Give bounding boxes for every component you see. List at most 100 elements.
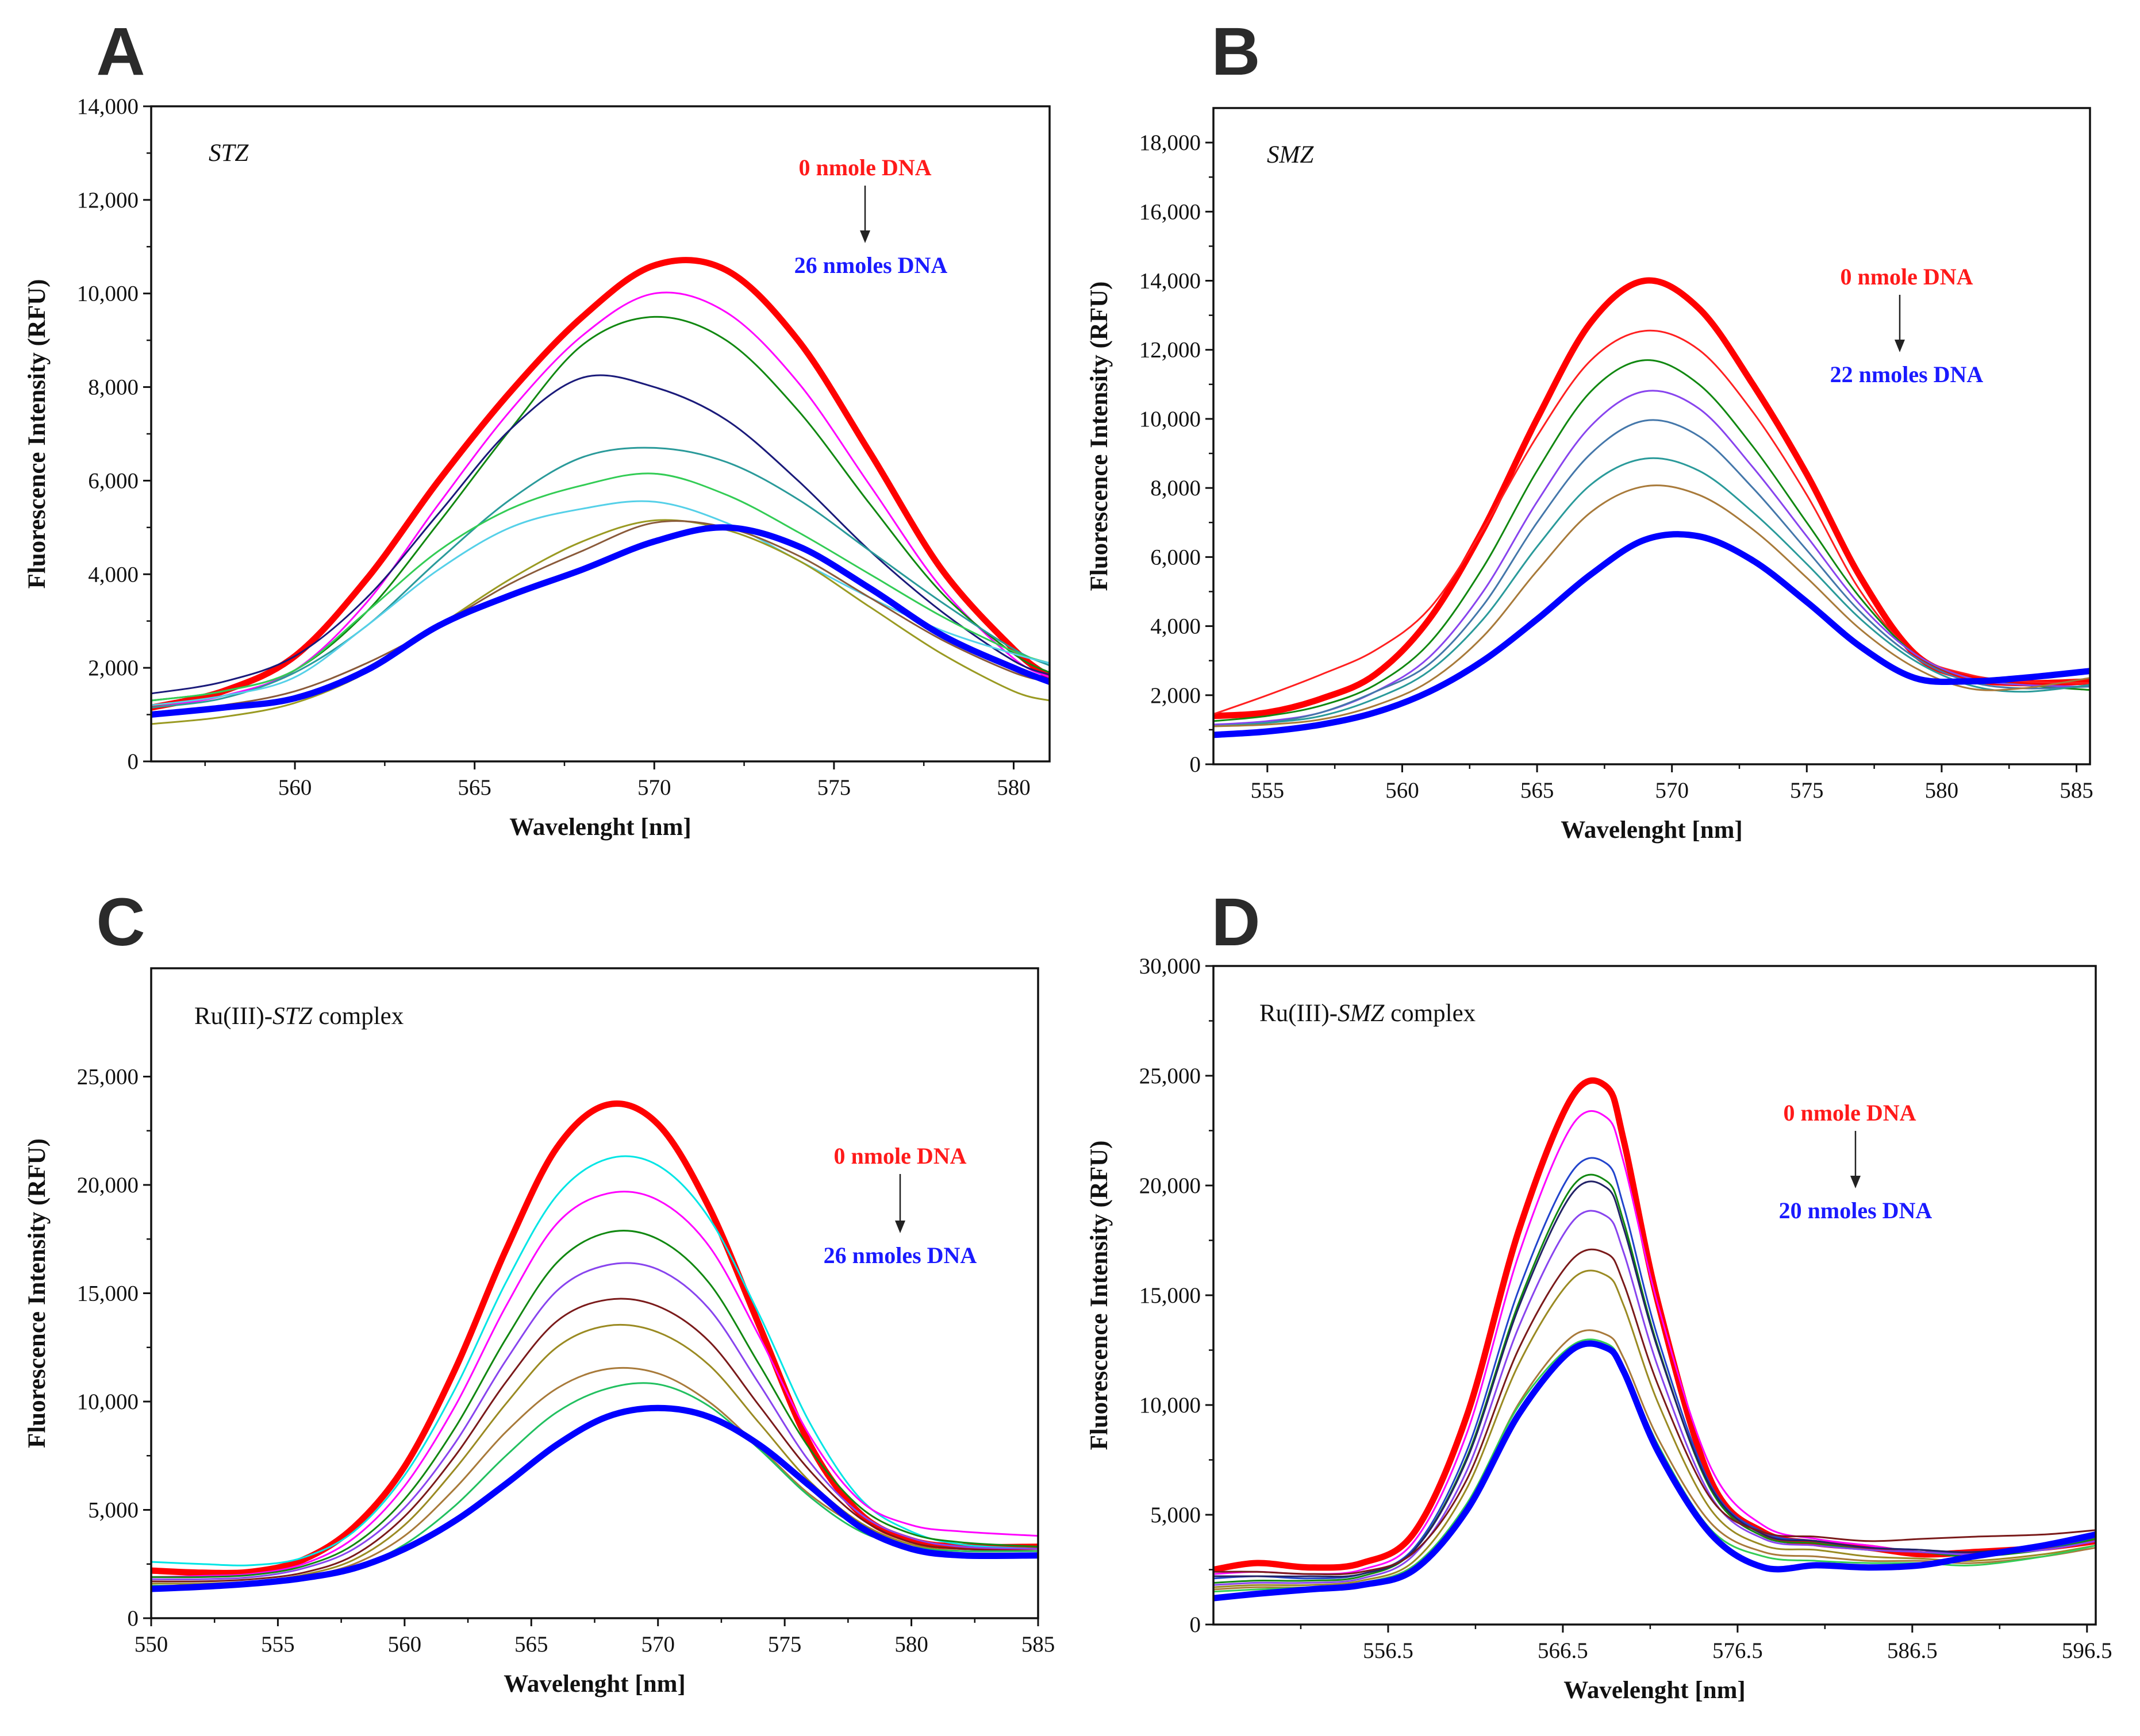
x-axis-title: Wavelenght [nm] [509,814,691,841]
y-tick-label: 5,000 [88,1498,139,1523]
x-tick-label: 586.5 [1887,1638,1938,1663]
plot-frame [150,105,1051,763]
series-line-curve-8 [151,519,1050,725]
legend-arrow-head [895,1221,905,1233]
y-tick-label: 10,000 [77,282,139,306]
series-line-curve-2 [151,291,1050,709]
series-line-curve-7 [151,1323,1038,1585]
series-line-curve-3 [1213,1157,2096,1580]
panel-letter: B [1211,14,1260,90]
series-line-curve-9 [151,1382,1038,1587]
sample-label: SMZ [1267,141,1314,168]
y-axis-title: Fluorescence Intensity (RFU) [24,279,51,589]
series-line-curve-4 [1213,390,2090,726]
y-tick-label: 15,000 [1139,1283,1201,1308]
legend-start-label: 0 nmole DNA [1783,1100,1916,1126]
y-axis-title: Fluorescence Intensity (RFU) [1086,282,1113,591]
series-group [1213,277,2090,738]
series-line-curve-9 [151,520,1050,713]
y-axis-title: Fluorescence Intensity (RFU) [1086,1141,1113,1450]
y-tick-label: 10,000 [1139,1393,1201,1418]
y-tick-label: 6,000 [88,468,139,493]
plot-frame [1212,965,2097,1626]
x-axis-title: Wavelenght [nm] [1563,1677,1746,1704]
y-tick-label: 0 [128,1606,139,1631]
x-tick-label: 566.5 [1538,1638,1588,1663]
series-line-curve-6 [151,1298,1038,1583]
x-tick-label: 585 [2060,778,2093,803]
y-tick-label: 12,000 [77,188,139,213]
panel-letter: D [1211,884,1260,960]
y-tick-label: 12,000 [1139,338,1201,363]
series-line-curve-6 [1213,1210,2096,1586]
x-tick-label: 580 [894,1632,928,1657]
series-line-curve-2 [1213,1110,2096,1575]
series-line-curve-1 [1213,1077,2096,1573]
series-line-curve-5 [1213,419,2090,727]
y-tick-label: 2,000 [1150,683,1201,708]
series-line-curve-6 [151,472,1050,702]
x-tick-label: 580 [997,775,1031,800]
x-tick-label: 556.5 [1363,1638,1413,1663]
series-group [1213,1077,2096,1602]
x-tick-label: 560 [388,1632,422,1657]
legend-arrow-head [1850,1176,1861,1188]
legend-start-label: 0 nmole DNA [798,155,931,180]
x-tick-label: 550 [135,1632,168,1657]
y-tick-label: 8,000 [88,375,139,400]
series-line-curve-8 [1213,1269,2096,1588]
sample-label: Ru(III)-SMZ complex [1259,1000,1476,1027]
legend-end-label: 26 nmoles DNA [824,1242,977,1268]
legend-end-label: 26 nmoles DNA [794,252,948,278]
x-tick-label: 560 [278,775,312,800]
x-tick-label: 575 [768,1632,802,1657]
x-tick-label: 575 [1790,778,1824,803]
x-tick-label: 585 [1021,1632,1055,1657]
x-tick-label: 580 [1925,778,1959,803]
y-tick-label: 4,000 [88,562,139,587]
legend-arrow-head [1895,340,1905,352]
x-tick-label: 596.5 [2062,1638,2112,1663]
series-line-curve-5 [1213,1180,2096,1578]
x-tick-label: 560 [1385,778,1419,803]
y-tick-label: 10,000 [1139,407,1201,432]
y-tick-label: 8,000 [1150,476,1201,501]
series-line-curve-5 [151,446,1050,709]
panel-letter: C [96,884,145,960]
sample-label: STZ [209,140,249,167]
y-tick-label: 2,000 [88,656,139,680]
x-tick-label: 570 [637,775,671,800]
panel-d: D 0 5,000 10,000 15,000 20,000 25,000 30,000 556… [1086,884,2112,1704]
y-axis-title: Fluorescence Intensity (RFU) [24,1138,51,1448]
y-tick-label: 0 [1190,1612,1201,1637]
x-tick-label: 555 [261,1632,295,1657]
series-line-curve-8 [151,1367,1038,1587]
y-tick-label: 15,000 [77,1281,139,1306]
series-line-curve-4 [151,1230,1038,1579]
y-tick-label: 25,000 [1139,1064,1201,1088]
x-axis-title: Wavelenght [nm] [504,1670,686,1697]
series-line-curve-10 [151,1404,1038,1592]
series-line-curve-4 [151,374,1050,695]
x-tick-label: 555 [1251,778,1285,803]
x-tick-label: 575 [817,775,851,800]
panel-letter: A [96,14,145,90]
y-tick-label: 16,000 [1139,199,1201,224]
x-tick-label: 576.5 [1712,1638,1763,1663]
y-tick-label: 20,000 [1139,1173,1201,1198]
y-tick-label: 6,000 [1150,545,1201,569]
y-tick-label: 18,000 [1139,130,1201,155]
legend-arrow-head [860,230,870,243]
plot-frame [150,967,1039,1619]
series-line-curve-8 [1213,531,2090,738]
series-line-curve-2 [1213,329,2090,715]
x-tick-label: 570 [1655,778,1689,803]
panel-c: C 0 5,000 10,000 15,000 20,000 25,000 550 555 560… [24,884,1055,1697]
series-line-curve-11 [1213,1340,2096,1602]
y-tick-label: 10,000 [77,1389,139,1414]
y-tick-label: 14,000 [1139,269,1201,294]
panel-b: B 0 2,000 4,000 6,000 8,000 10,000 12,000 14,000… [1086,14,2093,844]
plot-frame [1212,107,2091,765]
series-line-curve-7 [1213,484,2090,727]
x-axis-title: Wavelenght [nm] [1561,817,1743,844]
